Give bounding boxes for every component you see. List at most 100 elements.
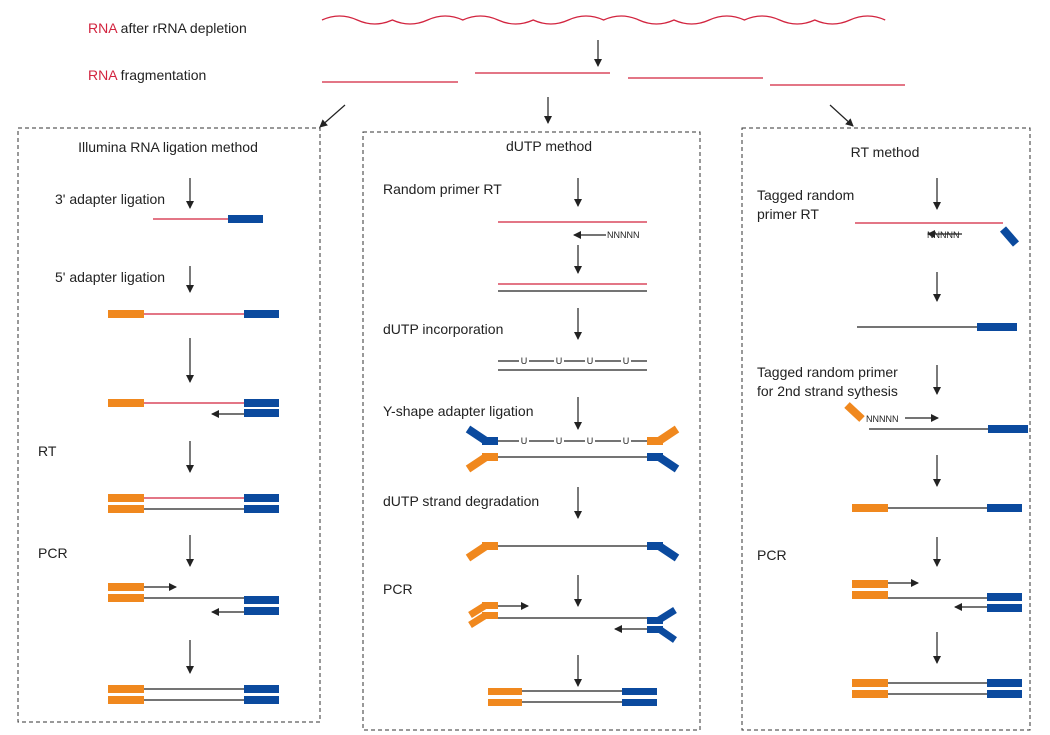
three-prime-adapter <box>244 409 279 417</box>
panel-title: RT method <box>851 144 920 160</box>
pcr-primer-arm <box>657 626 677 643</box>
five-prime-adapter <box>488 699 522 706</box>
rna-full-length <box>321 15 886 25</box>
five-prime-adapter <box>852 580 888 588</box>
step-label: Y-shape adapter ligation <box>383 403 534 419</box>
pcr-primer-arm <box>657 607 677 623</box>
pcr-primer <box>647 617 663 624</box>
three-prime-adapter <box>987 504 1022 512</box>
step-label: 3' adapter ligation <box>55 191 165 207</box>
panel-title: Illumina RNA ligation method <box>78 139 258 155</box>
uracil-label: U <box>521 356 528 366</box>
panel-rt <box>741 127 1031 731</box>
y-adapter-arm <box>465 542 489 562</box>
five-prime-adapter <box>488 688 522 695</box>
uracil-label: U <box>587 356 594 366</box>
step-label: dUTP incorporation <box>383 321 503 337</box>
y-adapter <box>482 453 498 461</box>
five-prime-adapter <box>108 505 144 513</box>
panel-illumina <box>17 127 321 723</box>
three-prime-adapter <box>228 215 263 223</box>
five-prime-adapter <box>108 696 144 704</box>
arrow-icon <box>829 104 854 127</box>
three-prime-adapter <box>987 593 1022 601</box>
tagged-primer <box>844 402 865 422</box>
pcr-primer <box>482 612 498 619</box>
step-label: Tagged random <box>757 187 854 203</box>
three-prime-adapter <box>622 699 657 706</box>
step-label: PCR <box>38 545 68 561</box>
u-bg <box>554 355 564 366</box>
five-prime-adapter <box>108 583 144 591</box>
random-primer-label: NNNNN <box>866 414 899 424</box>
five-prime-adapter <box>852 690 888 698</box>
three-prime-adapter <box>987 604 1022 612</box>
three-prime-adapter <box>977 323 1017 331</box>
step-label: for 2nd strand sythesis <box>757 383 898 399</box>
five-prime-adapter <box>108 594 144 602</box>
pcr-primer-arm <box>468 602 488 618</box>
three-prime-adapter <box>988 425 1028 433</box>
three-prime-adapter <box>244 494 279 502</box>
u-bg <box>585 435 595 446</box>
uracil-label: U <box>587 436 594 446</box>
step-label: 5' adapter ligation <box>55 269 165 285</box>
step-label: Random primer RT <box>383 181 502 197</box>
y-adapter <box>482 437 498 445</box>
u-bg <box>554 435 564 446</box>
three-prime-adapter <box>244 607 279 615</box>
tagged-primer <box>999 226 1020 247</box>
uracil-label: U <box>556 436 563 446</box>
y-adapter-arm <box>656 542 680 562</box>
pcr-primer <box>647 626 663 633</box>
uracil-label: U <box>556 356 563 366</box>
u-bg <box>519 355 529 366</box>
three-prime-adapter <box>987 679 1022 687</box>
step-label: RT <box>38 443 57 459</box>
five-prime-adapter <box>852 679 888 687</box>
step-label: dUTP strand degradation <box>383 493 539 509</box>
y-adapter <box>647 437 663 445</box>
uracil-label: U <box>623 356 630 366</box>
uracil-label: U <box>623 436 630 446</box>
y-adapter-arm <box>656 453 680 473</box>
u-bg <box>585 355 595 366</box>
three-prime-adapter <box>987 690 1022 698</box>
pcr-primer <box>482 602 498 609</box>
u-bg <box>621 355 631 366</box>
panel-dutp <box>362 131 701 731</box>
five-prime-adapter <box>852 504 888 512</box>
header-step1: RNA after rRNA depletion <box>88 20 247 36</box>
random-primer-label: NNNNN <box>607 230 640 240</box>
three-prime-adapter <box>244 596 279 604</box>
step-label: PCR <box>757 547 787 563</box>
y-adapter-arm <box>465 453 489 473</box>
u-bg <box>519 435 529 446</box>
three-prime-adapter <box>244 399 279 407</box>
u-bg <box>621 435 631 446</box>
uracil-label: U <box>521 436 528 446</box>
random-primer-label: NNNNN <box>927 230 960 240</box>
three-prime-adapter <box>244 696 279 704</box>
three-prime-adapter <box>244 685 279 693</box>
three-prime-adapter <box>244 310 279 318</box>
pcr-primer-arm <box>468 612 488 628</box>
step-label: primer RT <box>757 206 819 222</box>
five-prime-adapter <box>108 494 144 502</box>
arrow-icon <box>319 104 346 128</box>
five-prime-adapter <box>108 685 144 693</box>
header-step2: RNA fragmentation <box>88 67 206 83</box>
three-prime-adapter <box>244 505 279 513</box>
y-adapter <box>647 453 663 461</box>
panel-title: dUTP method <box>506 138 592 154</box>
five-prime-adapter <box>852 591 888 599</box>
five-prime-adapter <box>108 399 144 407</box>
step-label: PCR <box>383 581 413 597</box>
y-adapter-arm <box>656 425 680 445</box>
five-prime-adapter <box>108 310 144 318</box>
three-prime-adapter <box>622 688 657 695</box>
y-adapter <box>647 542 663 550</box>
step-label: Tagged random primer <box>757 364 898 380</box>
y-adapter-arm <box>465 425 489 445</box>
